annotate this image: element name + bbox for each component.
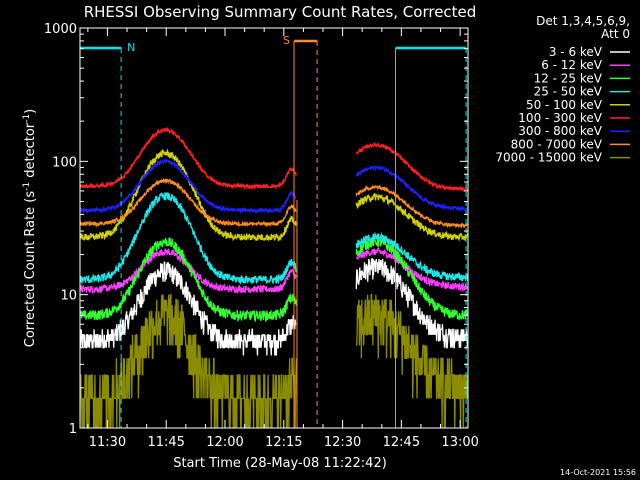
legend-label-6: 300 - 800 keV <box>518 124 602 138</box>
x-tick-label-6: 13:00 <box>441 435 478 450</box>
x-tick-label-1: 11:45 <box>147 435 184 450</box>
legend-label-7: 800 - 7000 keV <box>511 137 603 151</box>
axes: N S 11:30 11:45 12:00 12:15 12:30 12:45 13:00 1 10… <box>44 22 479 450</box>
x-tick-label-5: 12:45 <box>383 435 420 450</box>
generation-timestamp: 14-Oct-2021 15:56 <box>560 468 636 477</box>
plot-area <box>80 127 468 428</box>
series-line-7 <box>80 177 468 229</box>
night-label-0: N <box>127 41 135 54</box>
y-tick-label-2: 100 <box>52 155 77 170</box>
legend-label-3: 25 - 50 keV <box>534 85 603 99</box>
x-tick-label-3: 12:15 <box>265 435 302 450</box>
legend-label-0: 3 - 6 keV <box>549 45 603 59</box>
series-line-8 <box>80 294 468 428</box>
y-tick-label-1: 10 <box>60 289 77 304</box>
y-tick-label-3: 1000 <box>44 22 77 37</box>
x-tick-label-4: 12:30 <box>324 435 361 450</box>
series-line-5 <box>80 127 468 193</box>
legend-header-detectors: Det 1,3,4,5,6,9, <box>536 14 630 28</box>
legend-label-2: 12 - 25 keV <box>534 71 603 85</box>
x-tick-label-0: 11:30 <box>89 435 126 450</box>
legend-label-8: 7000 - 15000 keV <box>495 151 602 165</box>
legend-header-attenuator: Att 0 <box>601 27 630 41</box>
y-tick-label-0: 1 <box>69 422 77 437</box>
series-line-2 <box>80 236 468 323</box>
legend-label-1: 6 - 12 keV <box>541 58 603 72</box>
y-axis-label: Corrected Count Rate (s-1 detector-1) <box>22 109 38 347</box>
x-axis-label: Start Time (28-May-08 11:22:42) <box>173 456 387 471</box>
series-line-3 <box>80 192 468 285</box>
series-line-0 <box>80 258 468 356</box>
x-tick-label-2: 12:00 <box>206 435 243 450</box>
plot-frame <box>79 27 469 429</box>
saa-label-0: S <box>283 34 290 47</box>
legend-label-4: 50 - 100 keV <box>526 98 603 112</box>
legend-label-5: 100 - 300 keV <box>518 111 602 125</box>
chart-title: RHESSI Observing Summary Count Rates, Co… <box>84 3 477 21</box>
series-line-6 <box>80 158 468 215</box>
